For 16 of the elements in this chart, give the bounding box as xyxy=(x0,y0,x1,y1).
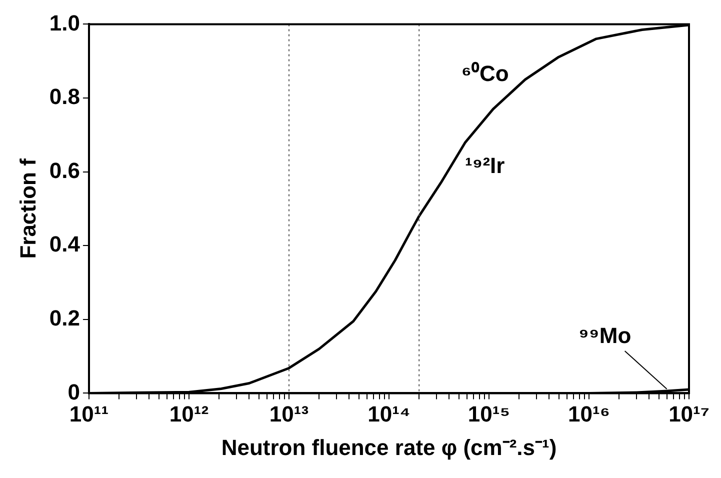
y-tick-label: 1.0 xyxy=(49,10,80,36)
annotation: ¹⁹²Ir xyxy=(464,152,506,178)
x-tick-label: 10¹⁷ xyxy=(668,401,710,426)
x-axis-title: Neutron fluence rate φ (cm⁻².s⁻¹) xyxy=(221,434,557,460)
annotation: ⁹⁹Mo xyxy=(578,323,632,348)
x-tick-label: 10¹² xyxy=(169,401,209,426)
y-tick-label: 0.6 xyxy=(49,158,80,183)
x-tick-label: 10¹⁴ xyxy=(368,401,410,426)
x-tick-label: 10¹⁵ xyxy=(468,401,510,426)
y-tick-label: 0.8 xyxy=(49,84,80,110)
y-tick-label: 0.2 xyxy=(49,305,80,330)
x-tick-label: 10¹⁶ xyxy=(568,401,610,426)
y-tick-label: 0.4 xyxy=(49,232,81,257)
y-axis-title: Fraction f xyxy=(15,158,40,259)
annotation: ⁶⁰Co xyxy=(461,61,509,86)
x-tick-label: 10¹³ xyxy=(269,401,309,426)
